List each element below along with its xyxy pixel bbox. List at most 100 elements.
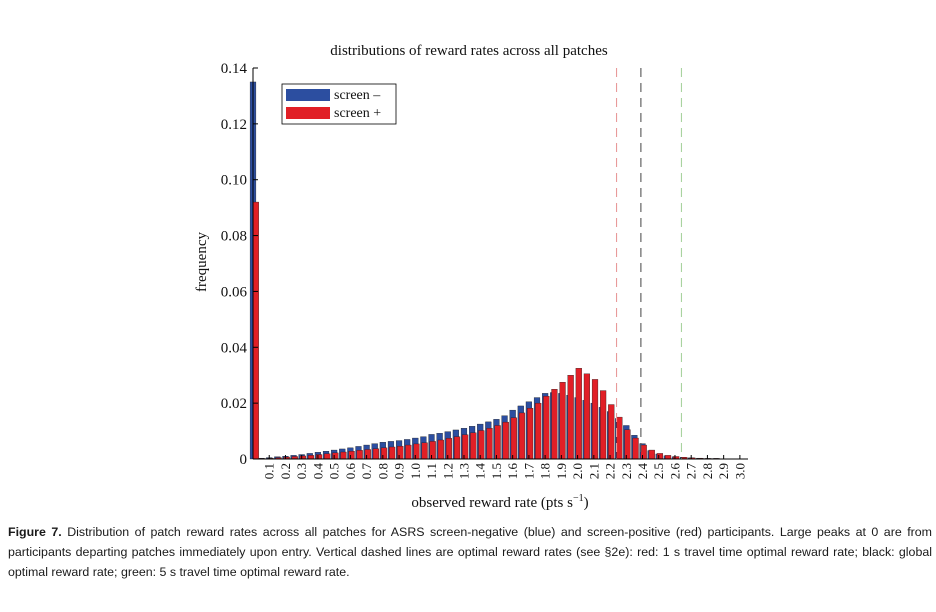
x-tick-label-15: 1.6	[505, 463, 520, 480]
bar-screen-positive-8	[316, 454, 323, 460]
bar-screen-positive-9	[324, 453, 331, 460]
x-tick-label-4: 0.5	[327, 463, 342, 479]
x-tick-label-6: 0.7	[359, 463, 374, 480]
bar-screen-positive-17	[389, 446, 396, 460]
bar-screen-positive-26	[462, 434, 469, 460]
bar-screen-positive-13	[356, 450, 363, 460]
histogram-chart: distributions of reward rates across all…	[194, 43, 748, 511]
x-tick-label-14: 1.5	[489, 463, 504, 479]
y-tick-label-1: 0.02	[221, 396, 247, 412]
bar-screen-positive-14	[364, 449, 371, 460]
x-tick-label-12: 1.3	[456, 463, 471, 479]
x-axis-label: observed reward rate (pts s−1)	[411, 493, 588, 511]
x-tick-label-0: 0.1	[262, 463, 277, 479]
bar-screen-positive-41	[583, 373, 590, 460]
x-axis-label-main: observed reward rate (pts s	[411, 495, 573, 511]
bar-screen-positive-49	[648, 449, 655, 460]
bar-screen-positive-21	[421, 442, 428, 460]
x-tick-label-20: 2.1	[586, 463, 601, 479]
bar-screen-positive-44	[608, 404, 615, 460]
bar-screen-positive-43	[600, 390, 607, 460]
bar-screen-positive-39	[567, 375, 574, 460]
bar-screen-positive-36	[543, 395, 550, 460]
chart-title: distributions of reward rates across all…	[330, 43, 608, 59]
bar-screen-positive-30	[494, 425, 501, 460]
x-tick-label-11: 1.2	[440, 463, 455, 479]
bar-screen-positive-24	[445, 438, 453, 460]
x-tick-label-24: 2.5	[651, 463, 666, 479]
bar-screen-positive-35	[535, 402, 542, 460]
x-tick-label-17: 1.8	[538, 463, 553, 479]
x-tick-label-5: 0.6	[343, 463, 358, 480]
x-tick-label-18: 1.9	[554, 463, 569, 479]
y-tick-label-2: 0.04	[221, 340, 248, 356]
bar-screen-positive-7	[307, 455, 315, 460]
x-tick-label-25: 2.6	[667, 463, 682, 480]
bar-screen-positive-32	[510, 417, 517, 460]
bar-screen-positive-37	[551, 389, 558, 460]
x-tick-label-28: 2.9	[716, 463, 731, 479]
x-tick-label-13: 1.4	[473, 463, 488, 480]
bar-screen-positive-28	[478, 430, 485, 460]
y-tick-label-4: 0.08	[221, 229, 247, 245]
x-tick-label-27: 2.8	[700, 463, 715, 479]
x-tick-label-22: 2.3	[619, 463, 634, 479]
bar-screen-positive-29	[486, 428, 493, 460]
bar-screen-positive-22	[429, 441, 436, 460]
bar-screen-positive-34	[527, 407, 534, 460]
bar-screen-positive-12	[348, 451, 355, 460]
y-tick-label-6: 0.12	[221, 117, 247, 133]
y-tick-label-7: 0.14	[221, 61, 248, 77]
bar-screen-positive-10	[332, 452, 339, 460]
bar-screen-positive-0	[252, 201, 259, 460]
legend: screen – screen +	[281, 83, 397, 125]
y-tick-label-5: 0.10	[221, 173, 247, 189]
y-axis-ticks: 0 0.02 0.04 0.06 0.08 0.10 0.12 0.14	[221, 61, 258, 468]
x-tick-label-29: 3.0	[732, 463, 747, 479]
figure-caption: Figure 7. Distribution of patch reward r…	[8, 522, 932, 582]
bar-screen-positive-51	[664, 455, 672, 460]
bar-screen-positive-27	[470, 432, 477, 460]
bar-screen-positive-38	[559, 382, 566, 460]
x-tick-label-26: 2.7	[684, 463, 699, 480]
bar-screen-positive-25	[453, 436, 461, 460]
x-axis-label-close: )	[584, 495, 589, 511]
legend-swatch-screen-positive	[286, 107, 330, 119]
caption-text: Distribution of patch reward rates acros…	[8, 525, 932, 579]
bar-screen-positive-45	[616, 416, 623, 460]
legend-swatch-screen-negative	[286, 89, 330, 101]
bar-screen-positive-48	[640, 444, 647, 460]
bars-layer	[249, 81, 745, 460]
x-tick-label-16: 1.7	[521, 463, 536, 480]
x-tick-label-1: 0.2	[278, 463, 293, 479]
x-tick-label-3: 0.4	[310, 463, 325, 480]
bar-screen-positive-23	[437, 439, 444, 460]
x-tick-label-8: 0.9	[392, 463, 407, 479]
x-tick-label-2: 0.3	[294, 463, 309, 479]
x-axis-label-superscript: −1	[573, 493, 584, 504]
legend-label-screen-positive: screen +	[334, 106, 381, 121]
bar-screen-positive-19	[405, 444, 412, 460]
x-tick-label-19: 2.0	[570, 463, 585, 479]
bar-screen-positive-46	[624, 429, 631, 460]
y-tick-label-0: 0	[240, 452, 248, 468]
bar-screen-positive-15	[372, 448, 379, 460]
legend-label-screen-negative: screen –	[334, 88, 381, 103]
bar-screen-positive-42	[591, 379, 599, 460]
x-tick-label-9: 1.0	[408, 463, 423, 479]
bar-screen-positive-33	[518, 412, 526, 460]
bar-screen-positive-11	[340, 451, 347, 460]
bar-screen-positive-16	[380, 447, 388, 460]
bar-screen-positive-31	[502, 421, 509, 460]
bar-screen-positive-50	[656, 453, 664, 460]
reference-lines	[615, 68, 683, 459]
axes-layer	[252, 68, 748, 460]
bar-screen-positive-20	[413, 443, 420, 460]
caption-label: Figure 7.	[8, 525, 62, 539]
y-tick-label-3: 0.06	[221, 284, 248, 300]
bar-screen-positive-40	[575, 368, 582, 460]
y-axis-label: frequency	[194, 232, 210, 292]
bar-screen-positive-18	[397, 445, 404, 460]
x-tick-label-21: 2.2	[603, 463, 618, 479]
x-axis-ticks: 0.1 0.2 0.3 0.4 0.5 0.6 0.7 0.8 0.9 1.0 1.1 1.2 1.3 1…	[262, 455, 747, 480]
